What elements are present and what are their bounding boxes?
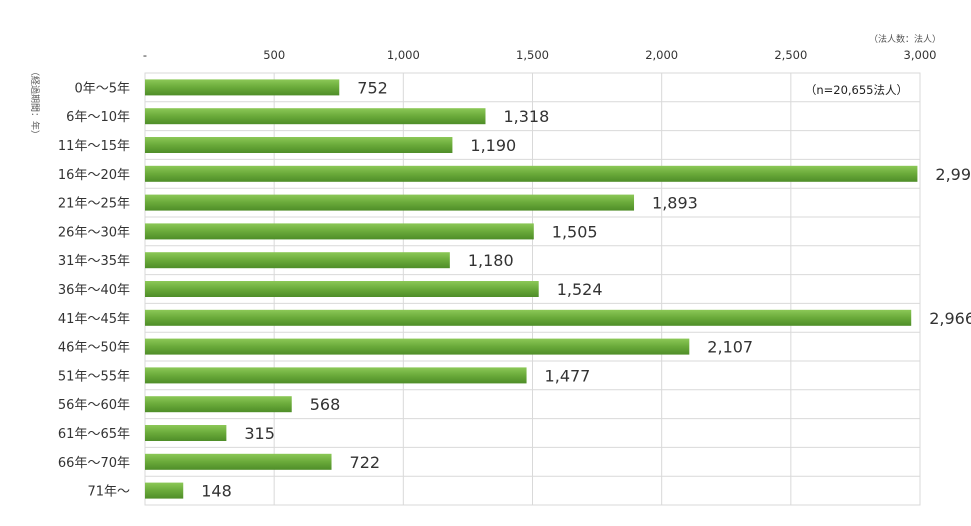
bar [145, 165, 918, 182]
category-label: 21年～25年 [58, 197, 130, 212]
x-tick-label: 3,000 [904, 48, 937, 62]
category-label: 61年～65年 [58, 427, 130, 442]
bar [145, 453, 332, 470]
value-labels: 752 1,318 1,190 2,990 1,893 1,505 1,180 1,524 2,… [201, 78, 971, 500]
value-label: 1,190 [470, 136, 516, 155]
value-label: 315 [244, 424, 275, 443]
x-axis-unit-label: （法人数：法人） [869, 33, 941, 45]
y-axis-unit-label: （経過期間：年） [29, 67, 41, 139]
value-label: 1,318 [503, 107, 549, 126]
category-label: 36年～40年 [58, 283, 130, 298]
category-label: 31年～35年 [58, 254, 130, 269]
gridlines [145, 73, 920, 505]
category-labels: 0年～5年 6年～10年 11年～15年 16年～20年 21年～25年 26年～30年 3… [58, 81, 130, 499]
sample-size-note: （n=20,655法人） [805, 83, 908, 97]
x-tick-label: 500 [263, 48, 285, 62]
category-label: 41年～45年 [58, 312, 130, 327]
bar [145, 338, 690, 355]
bar [145, 281, 539, 297]
category-label: 46年～50年 [58, 341, 130, 356]
bar [145, 79, 340, 96]
category-label: 26年～30年 [58, 225, 130, 240]
value-label: 1,893 [652, 194, 698, 213]
bar [145, 367, 527, 384]
value-label: 722 [350, 453, 381, 472]
bar [145, 137, 453, 153]
bar [145, 194, 635, 211]
x-tick-label: 1,500 [516, 48, 549, 62]
value-label: 2,107 [707, 338, 753, 357]
category-label: 6年～10年 [66, 110, 130, 125]
value-label: 1,505 [552, 222, 598, 241]
bar [145, 252, 450, 269]
value-label: 1,524 [557, 280, 603, 299]
category-label: 11年～15年 [58, 139, 130, 154]
value-label: 2,966 [929, 309, 971, 328]
bar [145, 482, 184, 499]
category-label: 71年～ [87, 485, 130, 500]
bar [145, 396, 292, 413]
category-label: 56年～60年 [58, 398, 130, 413]
bars [145, 79, 918, 499]
category-label: 16年～20年 [58, 168, 130, 183]
bar [145, 223, 534, 240]
value-label: 752 [357, 78, 388, 97]
x-tick-label: 1,000 [387, 48, 420, 62]
x-tick-label: - [143, 48, 147, 62]
category-label: 66年～70年 [58, 456, 130, 471]
bar [145, 309, 912, 326]
value-label: 1,180 [468, 251, 514, 270]
bar [145, 108, 486, 125]
value-label: 148 [201, 482, 232, 501]
category-label: 51年～55年 [58, 369, 130, 384]
x-tick-labels: - 500 1,000 1,500 2,000 2,500 3,000 [143, 48, 937, 62]
category-label: 0年～5年 [74, 81, 130, 96]
bar [145, 425, 227, 441]
value-label: 1,477 [545, 366, 591, 385]
value-label: 2,990 [935, 165, 971, 184]
x-tick-label: 2,000 [645, 48, 678, 62]
value-label: 568 [310, 395, 341, 414]
x-tick-label: 2,500 [774, 48, 807, 62]
